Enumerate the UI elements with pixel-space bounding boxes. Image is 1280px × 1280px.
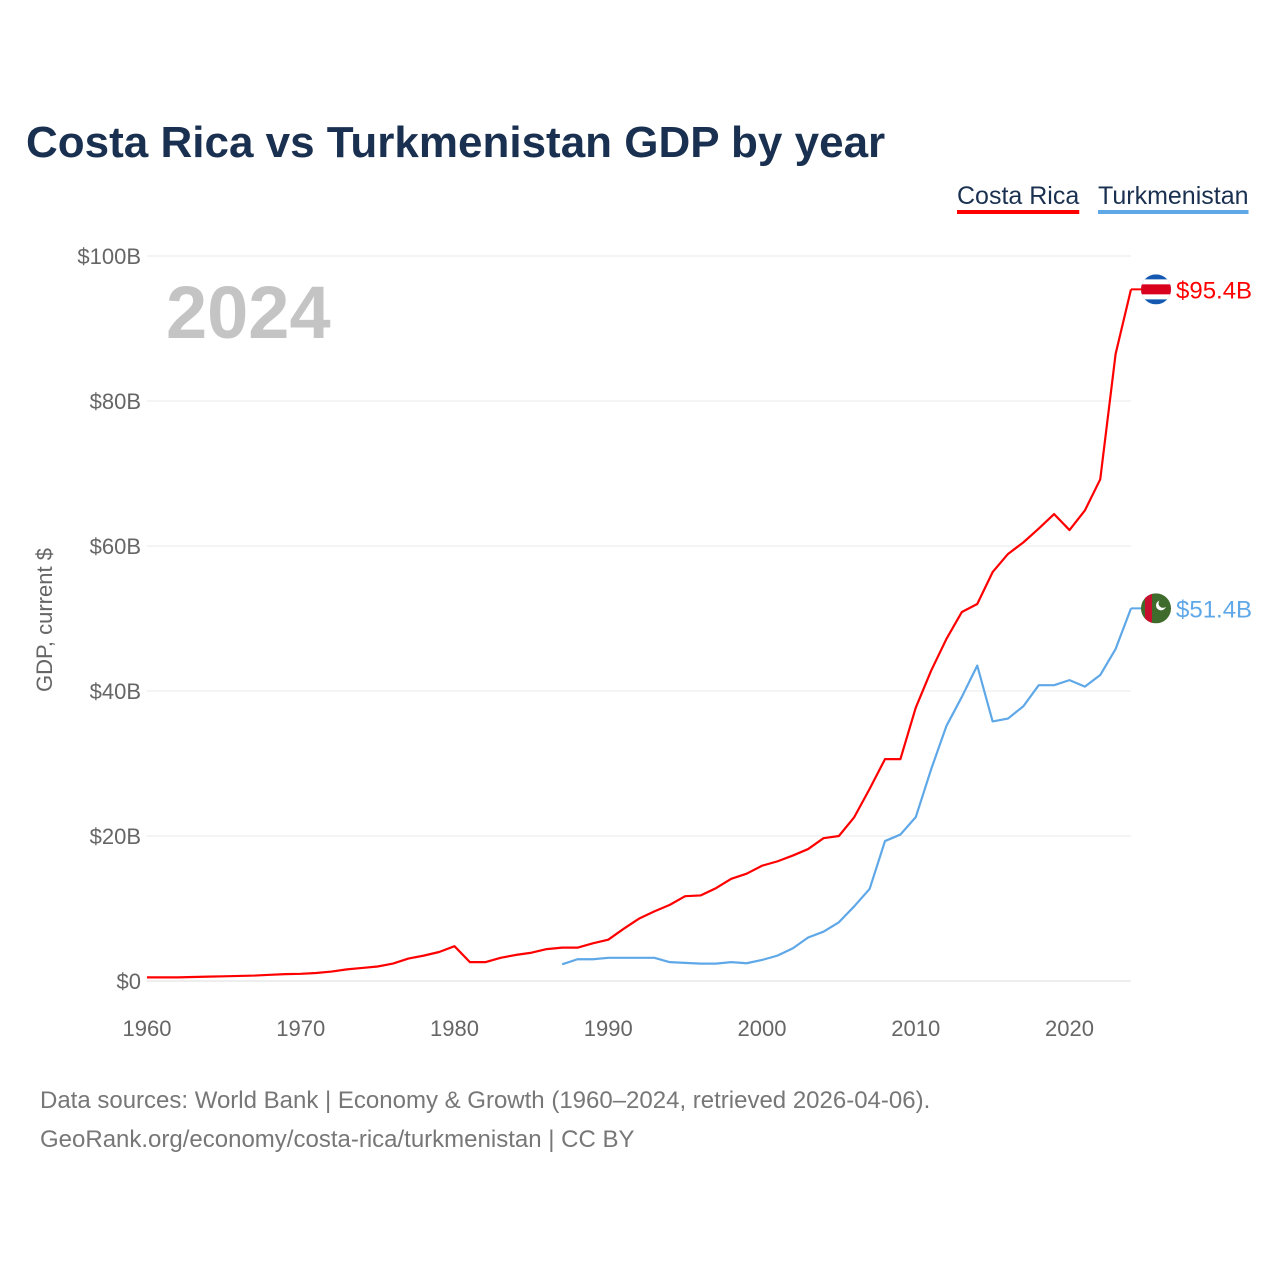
x-tick-label: 1980 — [430, 1016, 479, 1041]
costa-rica-flag-icon — [1141, 274, 1171, 305]
x-tick-label: 2020 — [1045, 1016, 1094, 1041]
series-lines — [147, 289, 1133, 979]
x-tick-label: 1970 — [276, 1016, 325, 1041]
y-tick-label: $80B — [90, 389, 141, 414]
x-tick-label: 2000 — [738, 1016, 787, 1041]
legend: Costa Rica Turkmenistan — [957, 182, 1249, 214]
y-tick-label: $40B — [90, 679, 141, 704]
gridlines — [147, 255, 1131, 982]
x-tick-label: 1960 — [123, 1016, 172, 1041]
legend-swatch — [1098, 210, 1249, 214]
end-labels: $95.4B $51.4B — [1131, 274, 1252, 624]
y-tick-label: $20B — [90, 824, 141, 849]
y-tick-label: $100B — [77, 244, 141, 269]
end-value-label: $95.4B — [1176, 277, 1252, 304]
end-value-label: $51.4B — [1176, 596, 1252, 623]
footer-source: Data sources: World Bank | Economy & Gro… — [40, 1087, 930, 1114]
turkmenistan-flag-icon — [1141, 593, 1171, 624]
y-axis-label: GDP, current $ — [32, 548, 57, 692]
footer-link[interactable]: GeoRank.org/economy/costa-rica/turkmenis… — [40, 1126, 634, 1153]
y-tick-label: $60B — [90, 534, 141, 559]
year-label: 2024 — [166, 271, 331, 354]
y-axis: $0 $20B $40B $60B $80B $100B — [77, 244, 141, 994]
legend-swatch — [957, 210, 1080, 214]
series-line-costa-rica — [147, 289, 1133, 979]
y-tick-label: $0 — [117, 969, 141, 994]
x-tick-label: 2010 — [891, 1016, 940, 1041]
x-tick-label: 1990 — [584, 1016, 633, 1041]
legend-item-costa-rica[interactable]: Costa Rica — [957, 182, 1079, 210]
series-line-turkmenistan — [561, 607, 1133, 966]
x-axis: 1960 1970 1980 1990 2000 2010 2020 — [123, 1016, 1094, 1041]
chart-title: Costa Rica vs Turkmenistan GDP by year — [26, 118, 885, 167]
legend-item-turkmenistan[interactable]: Turkmenistan — [1098, 182, 1249, 210]
